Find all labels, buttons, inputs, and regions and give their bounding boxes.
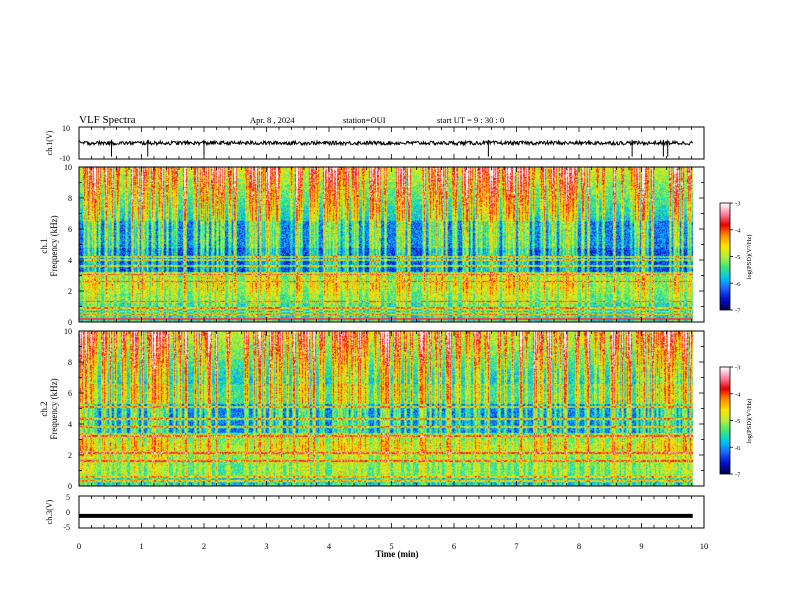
ch2-spectrogram-image — [79, 331, 704, 486]
time-tick-label: 8 — [577, 541, 581, 551]
ch1-trace — [78, 139, 694, 147]
date-label: Apr. 8 , 2024 — [250, 115, 295, 125]
time-tick-label: 4 — [327, 541, 332, 551]
time-tick-label: 9 — [639, 541, 643, 551]
colorbar-tick-label: -5 — [735, 418, 740, 425]
freq-tick-label: 6 — [68, 225, 72, 234]
freq-tick-label: 0 — [68, 318, 72, 327]
ch2-colorbar-label: log(PSD)(V²/Hz) — [746, 399, 753, 444]
time-tick-label: 7 — [514, 541, 518, 551]
ch1-freq-ticks: 0 2 4 6 8 10 — [64, 163, 704, 327]
colorbar-tick-label: -6 — [735, 281, 741, 288]
colorbar-tick-label: -4 — [735, 227, 741, 234]
time-tick-label: 1 — [139, 541, 143, 551]
ch1-channel-label: ch.1 — [39, 238, 49, 253]
freq-tick-label: 2 — [68, 287, 72, 296]
freq-tick-label: 8 — [68, 194, 72, 203]
freq-tick-label: 6 — [68, 389, 72, 398]
time-tick-label: 5 — [389, 541, 393, 551]
time-tick-label: 0 — [77, 541, 81, 551]
figure-title: VLF Spectra — [79, 114, 136, 126]
ch3-waveform-panel: 5 -5 ch.3(V) — [45, 493, 705, 532]
ch1-colorbar-image — [720, 203, 730, 310]
ch1-ytick-top: 10 — [62, 124, 70, 133]
x-axis-label: Time (min) — [375, 549, 418, 559]
ch1-colorbar-ticks: -3 -4 -5 -6 -7 — [730, 201, 741, 315]
ch1-ytick-bottom: -10 — [59, 154, 70, 163]
ch3-ytick-bottom: -5 — [63, 523, 70, 532]
ch1-waveform-panel: 10 -10 ch.1(V) — [45, 124, 705, 163]
freq-tick-label: 4 — [68, 420, 72, 429]
freq-tick-label: 8 — [68, 358, 72, 367]
ch2-channel-label: ch.2 — [39, 401, 49, 416]
ch2-freq-label: Frequency (kHz) — [49, 378, 59, 439]
ch1-ylabel: ch.1(V) — [45, 130, 54, 155]
colorbar-tick-label: -3 — [735, 365, 740, 372]
time-ticks — [78, 127, 705, 528]
ch1-colorbar-label: log(PSD)(V²/Hz) — [746, 235, 753, 280]
time-tick-label: 2 — [202, 541, 206, 551]
ch1-freq-label: Frequency (kHz) — [49, 215, 59, 276]
colorbar-tick-label: -7 — [735, 472, 741, 479]
colorbar-tick-label: -6 — [735, 445, 741, 452]
station-label: station=OUI — [343, 115, 386, 125]
time-tick-label: 6 — [452, 541, 456, 551]
freq-tick-label: 0 — [68, 482, 72, 491]
freq-tick-label: 10 — [64, 327, 72, 336]
start-time-label: start UT = 9 : 30 : 0 — [437, 115, 504, 125]
colorbar-tick-label: -4 — [735, 391, 741, 398]
ch1-spectrogram-image — [79, 167, 704, 322]
colorbar-tick-label: -3 — [735, 201, 740, 208]
time-tick-labels: 0 1 2 3 4 5 6 7 8 9 10 — [77, 541, 708, 551]
ch3-ytick-top: 5 — [66, 493, 70, 502]
colorbar-tick-label: -7 — [735, 308, 741, 315]
colorbar-tick-label: -5 — [735, 254, 740, 261]
freq-tick-label: 10 — [64, 163, 72, 172]
ch2-colorbar-image — [720, 367, 730, 474]
ch2-freq-ticks: 0 2 4 6 8 10 — [64, 327, 704, 491]
freq-tick-label: 4 — [68, 256, 72, 265]
ch1-spikes — [111, 139, 669, 157]
ch2-colorbar-ticks: -3 -4 -5 -6 -7 — [730, 365, 741, 479]
time-tick-label: 10 — [700, 541, 709, 551]
ch3-ytick-middle: 0 — [66, 508, 70, 517]
time-tick-label: 3 — [264, 541, 268, 551]
freq-tick-label: 2 — [68, 451, 72, 460]
ch3-ylabel: ch.3(V) — [45, 499, 54, 524]
